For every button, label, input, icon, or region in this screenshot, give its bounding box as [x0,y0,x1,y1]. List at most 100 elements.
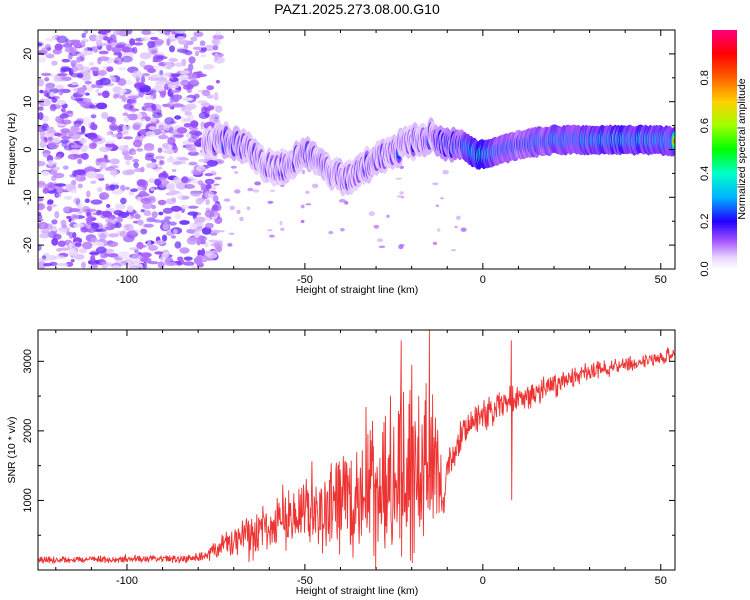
noise-blob [107,241,119,248]
noise-blob [90,114,97,119]
noise-blob [155,240,165,245]
noise-blob [219,230,225,233]
noise-blob [54,255,66,259]
noise-blob [84,166,96,173]
noise-blob [190,265,196,269]
noise-blob [54,211,60,219]
noise-blob [213,183,220,186]
noise-blob [105,186,113,191]
noise-blob [53,75,61,83]
noise-blob [156,64,163,72]
noise-blob [157,199,167,206]
noise-blob [158,176,167,181]
noise-blob [158,134,169,140]
colorbar: 0.0 0.2 0.4 0.6 0.8 Normalized spectral ampl… [699,30,748,277]
noise-blob [45,86,51,92]
noise-blob [279,220,283,226]
noise-blob [127,95,140,100]
noise-blob [432,182,439,186]
noise-blob [123,155,134,161]
noise-blob [154,155,165,160]
noise-blob [165,261,177,266]
noise-blob [105,142,116,148]
noise-blob [368,211,375,217]
noise-blob [111,133,124,138]
noise-blob [110,117,117,124]
noise-blob [46,129,57,134]
noise-blob [386,214,390,218]
colorbar-tick-label: 0.4 [699,166,711,181]
noise-blob [40,72,52,77]
noise-blob [132,46,138,54]
noise-blob [109,158,120,165]
noise-blob [143,102,155,107]
noise-blob [162,170,167,178]
noise-blob [179,76,186,81]
noise-blob [227,243,233,247]
noise-blob [151,103,157,111]
noise-blob [115,203,120,211]
noise-blob [111,46,122,53]
noise-blob [213,241,223,249]
noise-blob [118,30,129,37]
noise-blob [181,176,189,184]
snr-xtick-label: 0 [480,575,486,587]
noise-blob [39,131,46,137]
noise-blob [132,123,141,131]
noise-blob [89,142,97,150]
noise-blob [113,52,119,56]
noise-blob [143,210,152,217]
noise-blob [71,126,79,135]
noise-blob [215,79,220,84]
noise-blob [128,265,140,269]
noise-blob [435,204,440,207]
noise-blob [204,173,214,177]
noise-blob [125,169,135,175]
noise-blob [122,112,129,117]
noise-blob [85,87,93,92]
noise-blob [81,47,88,51]
noise-blob [164,216,172,220]
noise-blob [150,73,162,79]
noise-blob [136,241,144,250]
noise-blob [223,198,231,202]
noise-blob [122,136,134,140]
noise-blob [193,31,204,38]
noise-blob [137,219,144,226]
snr-xtick-label: 50 [655,575,667,587]
noise-blob [153,38,165,45]
noise-blob [73,120,84,125]
noise-blob [150,116,157,123]
noise-blob [205,222,214,229]
noise-blob [116,125,123,133]
noise-blob [207,105,215,110]
noise-blob [139,52,152,60]
noise-blob [105,44,113,51]
noise-blob [176,48,189,53]
noise-blob [185,143,196,151]
noise-blob [179,70,190,75]
noise-blob [73,197,81,204]
noise-blob [90,123,98,131]
noise-blob [117,51,123,59]
noise-blob [113,93,118,99]
noise-blob [61,58,70,63]
noise-blob [147,240,152,247]
noise-blob [174,213,182,220]
noise-blob [95,89,100,93]
noise-blob [84,198,90,203]
noise-blob [189,223,198,230]
noise-blob [38,112,44,121]
noise-blob [139,190,147,196]
noise-blob [163,61,172,66]
noise-blob [191,79,199,84]
noise-blob [173,229,178,235]
noise-blob [46,205,53,212]
noise-blob [204,44,215,52]
noise-blob [79,91,87,96]
noise-blob [104,226,115,231]
noise-blob [254,181,261,186]
noise-blob [267,200,274,204]
noise-blob [62,165,69,170]
noise-blob [70,60,81,64]
